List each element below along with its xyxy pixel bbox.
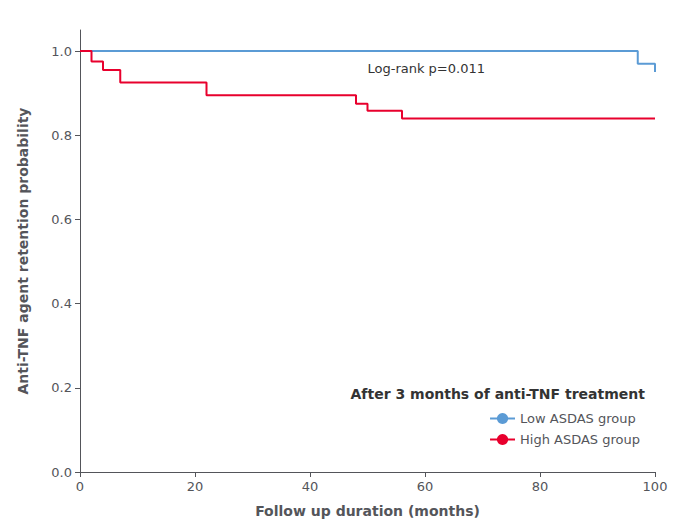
svg-text:20: 20: [187, 479, 204, 494]
svg-text:80: 80: [532, 479, 549, 494]
svg-text:100: 100: [643, 479, 668, 494]
svg-text:After 3 months of anti-TNF tre: After 3 months of anti-TNF treatment: [351, 386, 646, 402]
svg-text:0.8: 0.8: [51, 128, 72, 143]
svg-text:0.6: 0.6: [51, 212, 72, 227]
svg-text:Anti-TNF agent retention proba: Anti-TNF agent retention probability: [15, 108, 31, 395]
svg-text:0.4: 0.4: [51, 296, 72, 311]
svg-text:0.2: 0.2: [51, 380, 72, 395]
svg-text:Log-rank p=0.011: Log-rank p=0.011: [368, 61, 485, 76]
svg-text:High ASDAS group: High ASDAS group: [520, 432, 640, 447]
svg-text:0: 0: [76, 479, 84, 494]
svg-text:0.0: 0.0: [51, 465, 72, 480]
svg-text:Follow up duration (months): Follow up duration (months): [255, 503, 480, 519]
svg-text:1.0: 1.0: [51, 44, 72, 59]
svg-text:40: 40: [302, 479, 319, 494]
svg-text:Low ASDAS group: Low ASDAS group: [520, 411, 636, 426]
svg-text:60: 60: [417, 479, 434, 494]
